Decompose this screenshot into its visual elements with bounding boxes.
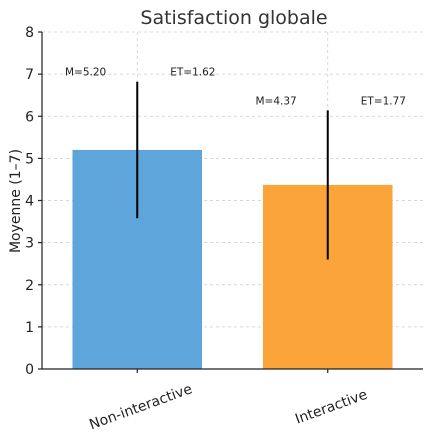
bars <box>72 149 393 369</box>
y-tick-labels: 0 1 2 3 4 5 6 7 8 <box>25 25 34 378</box>
chart-title: Satisfaction globale <box>140 7 327 29</box>
y-tick-label: 1 <box>25 320 34 336</box>
y-tick-label: 5 <box>25 151 34 167</box>
sd-annotation: ET=1.77 <box>361 95 406 107</box>
y-tick-label: 8 <box>25 25 34 41</box>
y-tick-label: 3 <box>25 236 34 252</box>
y-tick-label: 7 <box>25 67 34 83</box>
annotations: M=5.20 ET=1.62 M=4.37 ET=1.77 <box>65 67 406 108</box>
x-tick-labels: Non-interactive Interactive <box>87 381 369 433</box>
error-bars <box>136 81 329 260</box>
y-tick-label: 0 <box>25 362 34 378</box>
x-tick-label: Non-interactive <box>87 381 194 433</box>
mean-annotation: M=4.37 <box>256 95 297 107</box>
sd-annotation: ET=1.62 <box>170 67 215 79</box>
y-tick-label: 4 <box>25 194 34 210</box>
y-tick-label: 6 <box>25 109 34 125</box>
y-axis-label: Moyenne (1–7) <box>8 149 24 253</box>
axes <box>38 31 423 373</box>
mean-annotation: M=5.20 <box>65 67 106 79</box>
x-tick-label: Interactive <box>293 387 369 428</box>
y-tick-label: 2 <box>25 278 34 294</box>
